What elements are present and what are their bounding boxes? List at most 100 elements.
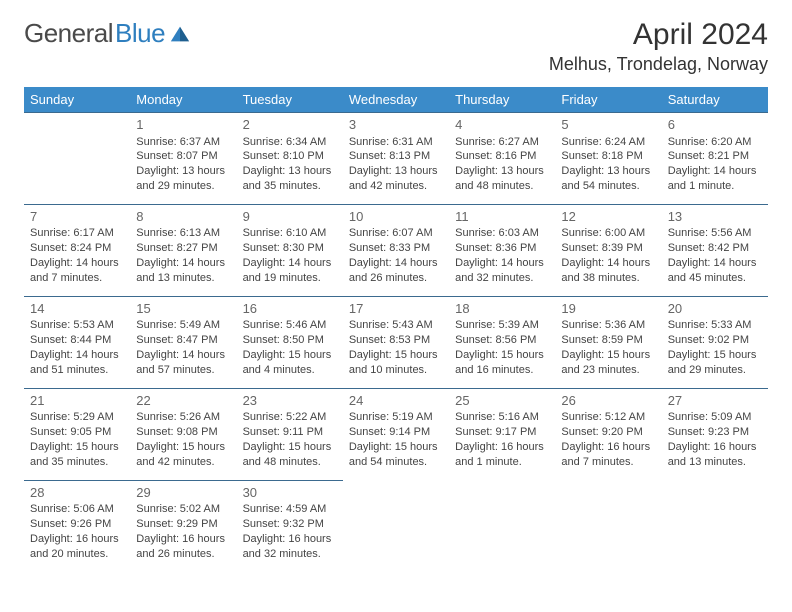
calendar-week: 1Sunrise: 6:37 AMSunset: 8:07 PM Daylight… [24, 113, 768, 205]
sunrise-text: Sunrise: 5:39 AM [455, 318, 549, 333]
sunrise-text: Sunrise: 5:36 AM [561, 318, 655, 333]
title-block: April 2024 Melhus, Trondelag, Norway [549, 18, 768, 75]
calendar-body: 1Sunrise: 6:37 AMSunset: 8:07 PM Daylight… [24, 113, 768, 572]
sunset-text: Sunset: 8:07 PM [136, 149, 230, 164]
daylight-text: Daylight: 14 hours and 7 minutes. [30, 256, 124, 286]
day-header: Sunday [24, 87, 130, 113]
sunset-text: Sunset: 8:24 PM [30, 241, 124, 256]
daylight-text: Daylight: 13 hours and 48 minutes. [455, 164, 549, 194]
day-number: 10 [349, 208, 443, 226]
day-number: 18 [455, 300, 549, 318]
sunset-text: Sunset: 9:20 PM [561, 425, 655, 440]
sunrise-text: Sunrise: 6:27 AM [455, 135, 549, 150]
day-header: Monday [130, 87, 236, 113]
sunrise-text: Sunrise: 6:34 AM [243, 135, 337, 150]
sunrise-text: Sunrise: 6:31 AM [349, 135, 443, 150]
day-number: 23 [243, 392, 337, 410]
sunrise-text: Sunrise: 6:24 AM [561, 135, 655, 150]
sunset-text: Sunset: 9:32 PM [243, 517, 337, 532]
sunset-text: Sunset: 8:16 PM [455, 149, 549, 164]
calendar-cell: 29Sunrise: 5:02 AMSunset: 9:29 PMDayligh… [130, 480, 236, 571]
calendar-cell [343, 480, 449, 571]
calendar-cell: 9Sunrise: 6:10 AMSunset: 8:30 PMDaylight… [237, 204, 343, 296]
calendar-week: 28Sunrise: 5:06 AMSunset: 9:26 PMDayligh… [24, 480, 768, 571]
daylight-text: Daylight: 15 hours and 4 minutes. [243, 348, 337, 378]
day-number: 24 [349, 392, 443, 410]
daylight-text: Daylight: 14 hours and 26 minutes. [349, 256, 443, 286]
sunset-text: Sunset: 9:23 PM [668, 425, 762, 440]
sunset-text: Sunset: 8:33 PM [349, 241, 443, 256]
sunrise-text: Sunrise: 6:03 AM [455, 226, 549, 241]
sunset-text: Sunset: 8:21 PM [668, 149, 762, 164]
calendar-cell: 24Sunrise: 5:19 AMSunset: 9:14 PMDayligh… [343, 388, 449, 480]
calendar-cell: 2Sunrise: 6:34 AMSunset: 8:10 PMDaylight… [237, 113, 343, 205]
sunset-text: Sunset: 8:27 PM [136, 241, 230, 256]
calendar-cell: 25Sunrise: 5:16 AMSunset: 9:17 PMDayligh… [449, 388, 555, 480]
calendar-cell: 27Sunrise: 5:09 AMSunset: 9:23 PMDayligh… [662, 388, 768, 480]
calendar-cell: 16Sunrise: 5:46 AMSunset: 8:50 PMDayligh… [237, 296, 343, 388]
day-number: 21 [30, 392, 124, 410]
day-number: 16 [243, 300, 337, 318]
sunset-text: Sunset: 8:59 PM [561, 333, 655, 348]
calendar-table: SundayMondayTuesdayWednesdayThursdayFrid… [24, 87, 768, 572]
daylight-text: Daylight: 15 hours and 29 minutes. [668, 348, 762, 378]
day-number: 26 [561, 392, 655, 410]
sunrise-text: Sunrise: 5:56 AM [668, 226, 762, 241]
daylight-text: Daylight: 14 hours and 38 minutes. [561, 256, 655, 286]
sunrise-text: Sunrise: 5:12 AM [561, 410, 655, 425]
daylight-text: Daylight: 15 hours and 23 minutes. [561, 348, 655, 378]
daylight-text: Daylight: 14 hours and 19 minutes. [243, 256, 337, 286]
sunrise-text: Sunrise: 4:59 AM [243, 502, 337, 517]
daylight-text: Daylight: 15 hours and 48 minutes. [243, 440, 337, 470]
day-number: 1 [136, 116, 230, 134]
day-number: 4 [455, 116, 549, 134]
day-header-row: SundayMondayTuesdayWednesdayThursdayFrid… [24, 87, 768, 113]
sunrise-text: Sunrise: 6:00 AM [561, 226, 655, 241]
calendar-cell: 1Sunrise: 6:37 AMSunset: 8:07 PMDaylight… [130, 113, 236, 205]
calendar-cell: 4Sunrise: 6:27 AMSunset: 8:16 PMDaylight… [449, 113, 555, 205]
sunrise-text: Sunrise: 6:20 AM [668, 135, 762, 150]
calendar-cell: 10Sunrise: 6:07 AMSunset: 8:33 PMDayligh… [343, 204, 449, 296]
sunrise-text: Sunrise: 6:07 AM [349, 226, 443, 241]
calendar-cell: 14Sunrise: 5:53 AMSunset: 8:44 PMDayligh… [24, 296, 130, 388]
daylight-text: Daylight: 16 hours and 7 minutes. [561, 440, 655, 470]
calendar-cell: 13Sunrise: 5:56 AMSunset: 8:42 PMDayligh… [662, 204, 768, 296]
calendar-cell: 22Sunrise: 5:26 AMSunset: 9:08 PMDayligh… [130, 388, 236, 480]
sunrise-text: Sunrise: 6:13 AM [136, 226, 230, 241]
day-number: 8 [136, 208, 230, 226]
sunrise-text: Sunrise: 5:19 AM [349, 410, 443, 425]
calendar-week: 14Sunrise: 5:53 AMSunset: 8:44 PMDayligh… [24, 296, 768, 388]
sunset-text: Sunset: 9:29 PM [136, 517, 230, 532]
sunset-text: Sunset: 9:08 PM [136, 425, 230, 440]
brand-part1: General [24, 18, 113, 49]
sunset-text: Sunset: 8:18 PM [561, 149, 655, 164]
calendar-cell: 28Sunrise: 5:06 AMSunset: 9:26 PMDayligh… [24, 480, 130, 571]
calendar-head: SundayMondayTuesdayWednesdayThursdayFrid… [24, 87, 768, 113]
daylight-text: Daylight: 16 hours and 20 minutes. [30, 532, 124, 562]
day-number: 11 [455, 208, 549, 226]
daylight-text: Daylight: 15 hours and 10 minutes. [349, 348, 443, 378]
day-number: 29 [136, 484, 230, 502]
brand-logo: GeneralBlue [24, 18, 191, 49]
calendar-cell: 3Sunrise: 6:31 AMSunset: 8:13 PMDaylight… [343, 113, 449, 205]
sunrise-text: Sunrise: 5:53 AM [30, 318, 124, 333]
sunrise-text: Sunrise: 5:29 AM [30, 410, 124, 425]
sunrise-text: Sunrise: 6:37 AM [136, 135, 230, 150]
sunset-text: Sunset: 8:56 PM [455, 333, 549, 348]
location-label: Melhus, Trondelag, Norway [549, 54, 768, 75]
sunrise-text: Sunrise: 5:22 AM [243, 410, 337, 425]
day-number: 13 [668, 208, 762, 226]
sunrise-text: Sunrise: 5:06 AM [30, 502, 124, 517]
month-title: April 2024 [549, 18, 768, 52]
sunrise-text: Sunrise: 5:16 AM [455, 410, 549, 425]
day-number: 9 [243, 208, 337, 226]
calendar-cell: 8Sunrise: 6:13 AMSunset: 8:27 PMDaylight… [130, 204, 236, 296]
day-number: 2 [243, 116, 337, 134]
sunset-text: Sunset: 8:53 PM [349, 333, 443, 348]
daylight-text: Daylight: 14 hours and 51 minutes. [30, 348, 124, 378]
day-header: Wednesday [343, 87, 449, 113]
day-number: 30 [243, 484, 337, 502]
sunset-text: Sunset: 8:10 PM [243, 149, 337, 164]
day-number: 14 [30, 300, 124, 318]
calendar-week: 21Sunrise: 5:29 AMSunset: 9:05 PMDayligh… [24, 388, 768, 480]
